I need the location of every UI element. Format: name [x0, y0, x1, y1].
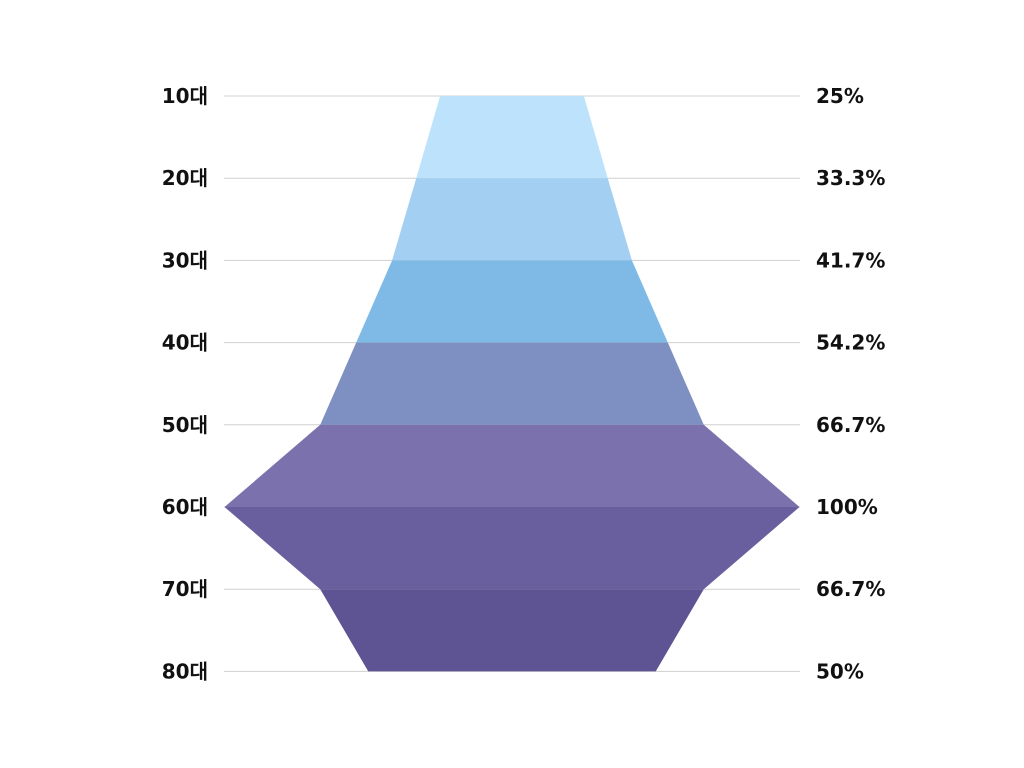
- funnel-band-4: [320, 342, 704, 425]
- category-label: 70대: [162, 577, 208, 601]
- value-label: 66.7%: [816, 577, 885, 601]
- category-label: 30대: [162, 248, 208, 272]
- value-label: 54.2%: [816, 331, 885, 355]
- value-label: 25%: [816, 84, 864, 108]
- value-label: 33.3%: [816, 166, 885, 190]
- value-label: 66.7%: [816, 413, 885, 437]
- axis-labels: 10대 25% 20대 33.3% 30대 41.7% 40대 54.2% 50대 66.7% 60…: [162, 84, 886, 683]
- funnel-band-6: [224, 507, 800, 590]
- funnel-bands: [224, 96, 800, 672]
- category-label: 40대: [162, 331, 208, 355]
- funnel-band-3: [356, 260, 668, 343]
- category-label: 10대: [162, 84, 208, 108]
- funnel-band-2: [392, 178, 632, 261]
- funnel-band-5: [224, 424, 800, 507]
- category-label: 60대: [162, 495, 208, 519]
- funnel-band-1: [416, 96, 608, 179]
- value-label: 50%: [816, 659, 864, 683]
- category-label: 50대: [162, 413, 208, 437]
- category-label: 80대: [162, 659, 208, 683]
- funnel-band-7: [320, 589, 704, 672]
- value-label: 100%: [816, 495, 878, 519]
- category-label: 20대: [162, 166, 208, 190]
- value-label: 41.7%: [816, 248, 885, 272]
